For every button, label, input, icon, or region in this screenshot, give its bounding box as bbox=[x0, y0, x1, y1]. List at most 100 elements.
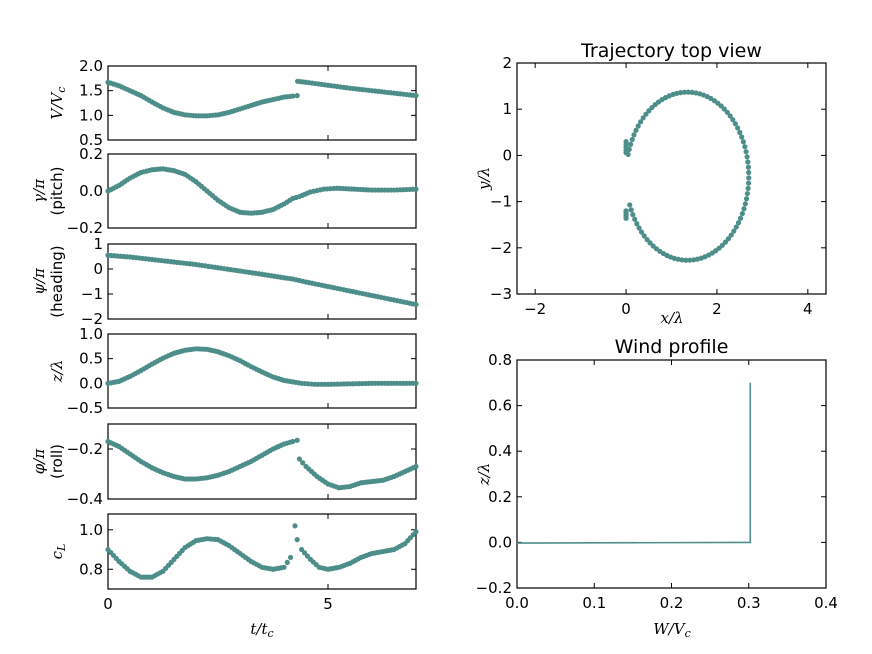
trajectory-point bbox=[630, 212, 636, 218]
trajectory-point bbox=[641, 233, 647, 239]
phi-ylabel-2: (roll) bbox=[48, 444, 66, 479]
trajectory-point bbox=[634, 221, 640, 227]
wind-line bbox=[516, 382, 752, 544]
z-frame bbox=[107, 333, 417, 409]
trajectory-point bbox=[744, 190, 751, 197]
V-ytick-label: 1.5 bbox=[79, 82, 103, 100]
V-point bbox=[290, 93, 296, 99]
phi-ytick-label: −0.4 bbox=[67, 490, 103, 508]
trajectory-point bbox=[743, 196, 750, 202]
trajectory-ytick-label: 1 bbox=[502, 100, 512, 118]
trajectory-point bbox=[635, 123, 641, 129]
gamma-ytick-label: 0.0 bbox=[79, 182, 103, 200]
trajectory-point bbox=[721, 106, 727, 112]
wind-xtick-label: 0.1 bbox=[582, 594, 606, 612]
trajectory-point bbox=[636, 225, 642, 231]
trajectory-ytick-label: 0 bbox=[502, 146, 512, 164]
phi-point bbox=[294, 437, 300, 443]
trajectory-xtick-label: −2 bbox=[524, 300, 546, 318]
gamma-ytick-label: 0.2 bbox=[79, 145, 103, 163]
wind-ytick-label: −0.2 bbox=[476, 579, 512, 597]
trajectory-xtick-label: 4 bbox=[803, 300, 813, 318]
trajectory-point bbox=[724, 109, 730, 115]
trajectory-xlabel: x/λ bbox=[660, 309, 683, 327]
trajectory-point bbox=[735, 220, 742, 226]
trajectory-point bbox=[623, 150, 629, 156]
trajectory-frame bbox=[516, 62, 827, 295]
wind-title: Wind profile bbox=[615, 336, 729, 358]
trajectory-point bbox=[733, 224, 739, 230]
phi-point bbox=[300, 460, 306, 466]
wind-ytick-label: 0.0 bbox=[488, 533, 512, 551]
cL-point bbox=[413, 529, 419, 535]
cL-point bbox=[281, 564, 287, 570]
phi-point bbox=[296, 456, 302, 462]
wind-ylabel: z/λ bbox=[475, 463, 493, 486]
trajectory-point bbox=[681, 89, 688, 95]
trajectory-point bbox=[628, 141, 634, 147]
psi-frame bbox=[107, 243, 417, 320]
wind-xtick-label: 0.2 bbox=[660, 594, 684, 612]
trajectory-point bbox=[730, 117, 736, 123]
trajectory-point bbox=[739, 134, 745, 140]
phi-ytick-label: −0.2 bbox=[67, 440, 103, 458]
trajectory-ylabel: y/λ bbox=[475, 167, 493, 191]
trajectory-point bbox=[691, 257, 697, 263]
trajectory-point bbox=[727, 113, 733, 119]
wind-xlabel: W/Vc bbox=[653, 620, 690, 640]
V-ytick-label: 0.5 bbox=[79, 131, 103, 149]
V-point bbox=[413, 93, 419, 99]
trajectory-point bbox=[687, 257, 693, 263]
psi-ytick-label: 1 bbox=[93, 235, 103, 253]
trajectory-point bbox=[744, 154, 750, 160]
trajectory-title: Trajectory top view bbox=[580, 40, 762, 62]
phi-point bbox=[413, 463, 419, 470]
wind-xtick-label: 0.0 bbox=[505, 594, 529, 612]
trajectory-point bbox=[640, 115, 646, 121]
wind-ytick-label: 0.6 bbox=[488, 397, 512, 415]
z-ytick-label: 1.0 bbox=[79, 325, 103, 343]
wind-ytick-label: 0.4 bbox=[488, 442, 512, 460]
psi-ytick-label: −1 bbox=[81, 285, 103, 303]
cL-point bbox=[288, 554, 294, 561]
cL-ytick-label: 1.0 bbox=[79, 521, 103, 539]
trajectory-point bbox=[638, 119, 644, 125]
z-point bbox=[413, 380, 419, 386]
cL-point bbox=[294, 537, 300, 543]
gamma-ylabel: γ/π bbox=[30, 178, 48, 203]
trajectory-point bbox=[740, 139, 746, 145]
V-ytick-label: 1.0 bbox=[79, 106, 103, 124]
psi-point bbox=[413, 301, 419, 308]
trajectory-point bbox=[725, 236, 732, 242]
z-ytick-label: 0.5 bbox=[79, 350, 103, 368]
phi-point bbox=[290, 438, 296, 445]
V-point bbox=[294, 93, 300, 99]
gamma-ylabel-2: (pitch) bbox=[48, 166, 66, 215]
psi-ytick-label: −2 bbox=[81, 310, 103, 328]
trajectory-point bbox=[677, 90, 684, 96]
trajectory-point bbox=[745, 185, 751, 191]
trajectory-point bbox=[628, 207, 634, 213]
V-ylabel: V/Vc bbox=[48, 87, 68, 120]
trajectory-xtick-label: 2 bbox=[712, 300, 722, 318]
z-ytick-label: −0.5 bbox=[67, 399, 103, 417]
z-ylabel: z/λ bbox=[48, 360, 66, 383]
trajectory-ytick-label: −2 bbox=[490, 239, 512, 257]
trajectory-point bbox=[629, 136, 635, 143]
trajectory-point bbox=[737, 129, 743, 135]
trajectory-point bbox=[732, 121, 738, 127]
trajectory-point bbox=[679, 257, 685, 263]
cL-point bbox=[284, 559, 290, 565]
trajectory-point bbox=[627, 202, 633, 208]
V-frame bbox=[107, 65, 417, 141]
cL-ytick-label: 0.8 bbox=[79, 560, 103, 578]
trajectory-point bbox=[737, 215, 744, 221]
trajectory-point bbox=[683, 257, 689, 263]
wind-ytick-label: 0.2 bbox=[488, 488, 512, 506]
trajectory-point bbox=[633, 127, 639, 133]
cL-xtick-label: 0 bbox=[103, 595, 113, 613]
trajectory-point bbox=[638, 229, 645, 235]
trajectory-point bbox=[643, 111, 649, 117]
trajectory-point bbox=[731, 228, 737, 234]
trajectory-xtick-label: 0 bbox=[621, 300, 631, 318]
